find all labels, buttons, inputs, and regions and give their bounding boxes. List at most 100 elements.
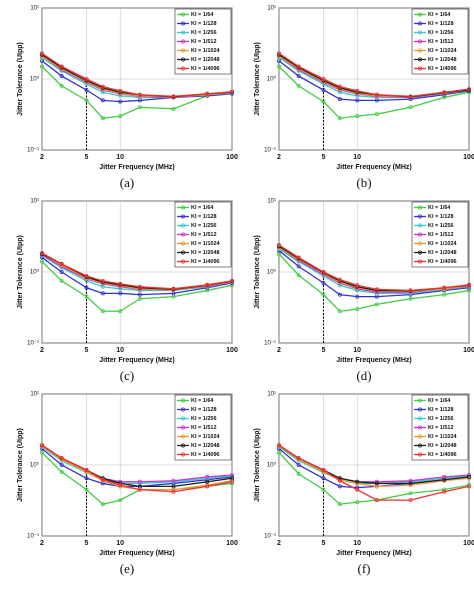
data-point xyxy=(171,286,176,291)
legend-label: KI = 1/512 xyxy=(428,425,454,431)
data-point xyxy=(40,51,45,56)
legend-marker xyxy=(417,223,422,228)
data-point xyxy=(337,97,342,102)
x-tick-label: 100 xyxy=(226,540,238,547)
data-point xyxy=(408,491,413,496)
legend-label: KI = 1/4096 xyxy=(428,66,457,72)
data-point xyxy=(355,294,360,299)
data-point xyxy=(84,98,89,103)
legend-label: KI = 1/2048 xyxy=(191,250,220,256)
y-tick-label: 10¹ xyxy=(30,199,39,205)
data-point xyxy=(277,243,282,248)
caption: (e) xyxy=(120,561,134,576)
data-point xyxy=(355,88,360,93)
x-axis-title: Jitter Frequency (MHz) xyxy=(336,550,411,557)
data-point xyxy=(137,487,142,492)
legend-label: KI = 1/2048 xyxy=(428,57,457,63)
legend-label: KI = 1/128 xyxy=(191,21,217,27)
x-tick-label: 100 xyxy=(463,347,474,354)
x-tick-label: 5 xyxy=(85,540,89,547)
series-line xyxy=(278,452,470,505)
data-point xyxy=(59,278,64,283)
data-point xyxy=(40,259,45,264)
legend-marker xyxy=(180,232,185,237)
legend-label: KI = 1/128 xyxy=(428,21,454,27)
data-point xyxy=(59,270,64,275)
caption: (d) xyxy=(356,368,371,383)
data-point xyxy=(296,456,301,461)
legend-label: KI = 1/512 xyxy=(428,232,454,238)
legend-marker xyxy=(180,398,185,403)
data-point xyxy=(137,92,142,97)
data-point xyxy=(321,270,326,275)
legend-label: KI = 1/64 xyxy=(191,12,214,18)
data-point xyxy=(337,309,342,314)
data-point xyxy=(374,498,379,503)
data-point xyxy=(442,489,447,494)
legend-marker xyxy=(417,21,422,26)
legend-marker xyxy=(417,416,422,421)
x-tick-label: 10 xyxy=(116,154,124,161)
y-tick-label: 10⁻¹ xyxy=(264,534,276,540)
data-point xyxy=(118,498,123,503)
legend-marker xyxy=(180,416,185,421)
data-point xyxy=(100,502,105,507)
data-point xyxy=(337,84,342,89)
data-point xyxy=(296,83,301,88)
data-point xyxy=(205,479,210,484)
legend-marker xyxy=(180,425,185,430)
legend-label: KI = 1/1024 xyxy=(428,241,458,247)
legend-marker xyxy=(417,66,422,71)
series-line xyxy=(41,452,233,505)
x-axis-title: Jitter Frequency (MHz) xyxy=(99,357,174,364)
y-axis-title: Jitter Tolerance (UIpp) xyxy=(17,428,24,502)
data-point xyxy=(40,443,45,448)
data-point xyxy=(100,84,105,89)
series-line xyxy=(278,253,470,312)
y-tick-label: 10¹ xyxy=(267,392,276,398)
legend-label: KI = 1/4096 xyxy=(191,452,220,458)
data-point xyxy=(40,251,45,256)
data-point xyxy=(296,64,301,69)
data-point xyxy=(337,476,342,481)
panel: 10⁻¹ 10⁰ 10¹ 2 5 10 100 Jitter Frequency (MHz) J… xyxy=(17,392,238,576)
data-point xyxy=(118,291,123,296)
data-point xyxy=(321,77,326,82)
legend-label: KI = 1/64 xyxy=(428,398,451,404)
data-point xyxy=(118,88,123,93)
y-axis-title: Jitter Tolerance (UIpp) xyxy=(17,235,24,309)
x-tick-label: 100 xyxy=(463,540,474,547)
legend-marker xyxy=(180,30,185,35)
y-axis-title: Jitter Tolerance (UIpp) xyxy=(254,428,261,502)
data-point xyxy=(321,87,326,92)
data-point xyxy=(100,278,105,283)
series-line xyxy=(278,244,470,292)
data-point xyxy=(321,487,326,492)
data-point xyxy=(171,484,176,489)
y-tick-label: 10⁻¹ xyxy=(27,534,39,540)
panel: 10⁻¹ 10⁰ 10¹ 2 5 10 100 Jitter Frequency (MHz) J… xyxy=(254,6,474,190)
data-point xyxy=(84,487,89,492)
data-point xyxy=(374,481,379,486)
legend-marker xyxy=(417,39,422,44)
x-tick-label: 2 xyxy=(277,154,281,161)
legend-label: KI = 1/256 xyxy=(428,30,454,36)
caption: (b) xyxy=(356,175,371,190)
data-point xyxy=(408,478,413,483)
data-point xyxy=(466,87,471,92)
y-tick-label: 10⁰ xyxy=(30,462,40,469)
data-point xyxy=(84,77,89,82)
data-point xyxy=(205,91,210,96)
legend-label: KI = 1/4096 xyxy=(191,66,220,72)
data-point xyxy=(442,95,447,100)
data-point xyxy=(296,273,301,278)
data-point xyxy=(171,94,176,99)
data-point xyxy=(374,92,379,97)
legend-marker xyxy=(180,66,185,71)
data-point xyxy=(100,477,105,482)
legend-marker xyxy=(417,425,422,430)
legend-label: KI = 1/256 xyxy=(191,416,217,422)
legend-marker xyxy=(180,214,185,219)
data-point xyxy=(137,479,142,484)
